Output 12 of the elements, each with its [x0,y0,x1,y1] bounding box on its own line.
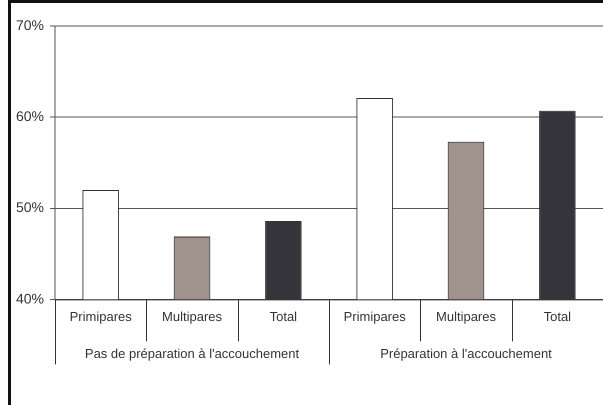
y-tick-label: 40% [16,290,44,306]
x-tick-label: Primipares [70,308,132,324]
y-tick-label: 50% [16,199,44,216]
x-tick-label: Total [270,308,298,324]
x-tick-label: Primipares [344,308,406,324]
x-tick-label: Multipares [162,308,222,324]
x-tick-label: Multipares [436,308,496,324]
y-tick-label: 60% [16,108,44,124]
y-tick-label: 70% [16,16,44,33]
text: Préparation à l'accouchement [380,346,552,361]
x-tick-label: Total [544,308,572,324]
text: Pas de préparation à l'accouchement [84,346,300,361]
